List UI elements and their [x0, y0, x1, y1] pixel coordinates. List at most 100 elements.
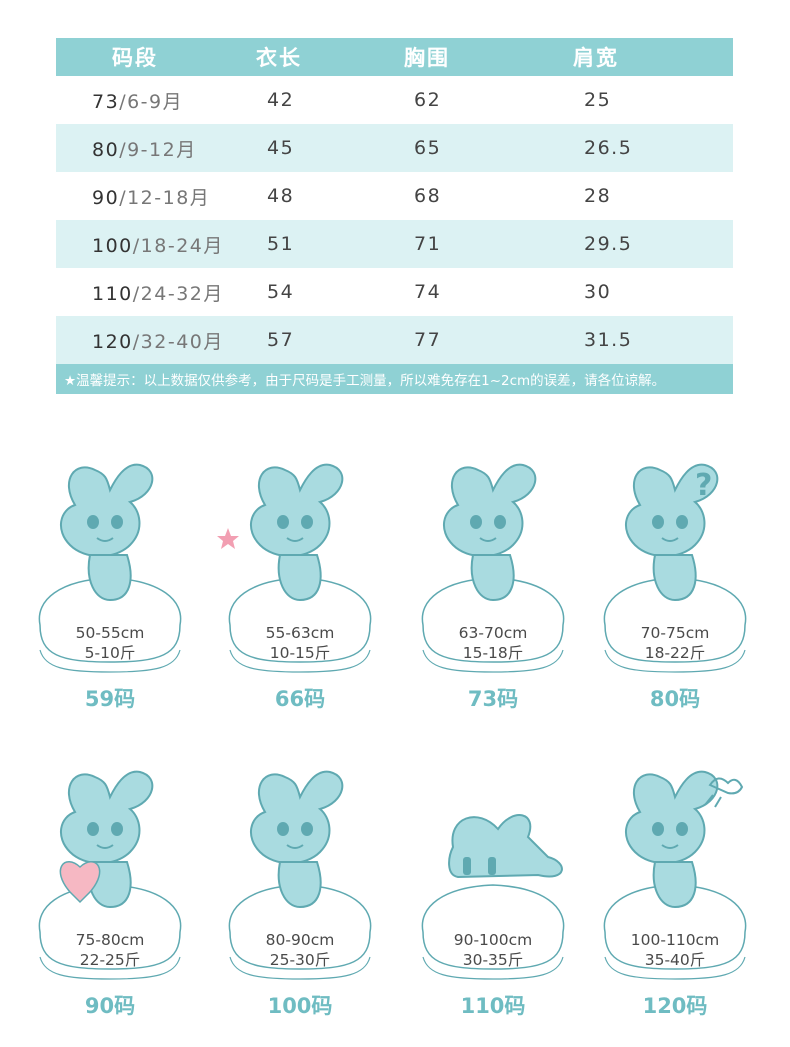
age-range: 24-32月: [140, 282, 224, 305]
bunny-illustration: [603, 770, 747, 980]
size-cell: 100/18-24月: [92, 231, 224, 258]
chest-cell: 68: [414, 185, 442, 207]
shoulder-cell: 29.5: [584, 233, 633, 255]
header-chest: 胸围: [404, 46, 450, 70]
size-label: 90码: [84, 994, 136, 1018]
bunny-illustration: [421, 463, 565, 673]
chest-cell: 65: [414, 137, 442, 159]
bunny-illustration: [603, 463, 747, 673]
size-label: 66码: [274, 687, 326, 711]
shoulder-cell: 26.5: [584, 137, 633, 159]
size-cell: 120/32-40月: [92, 327, 224, 354]
height-range: 75-80cm: [75, 931, 145, 949]
height-range: 80-90cm: [265, 931, 335, 949]
length-cell: 51: [267, 233, 295, 255]
weight-range: 35-40斤: [644, 951, 706, 969]
size-label: 59码: [84, 687, 136, 711]
heart-icon: [59, 861, 101, 904]
weight-range: 25-30斤: [269, 951, 331, 969]
size-cell: 73/6-9月: [92, 87, 183, 114]
size-cell: 80/9-12月: [92, 135, 197, 162]
height-range: 70-75cm: [640, 624, 710, 642]
measurement-tip: ★温馨提示：以上数据仅供参考，由于尺码是手工测量，所以难免存在1~2cm的误差，…: [56, 364, 733, 394]
shoulder-cell: 28: [584, 185, 612, 207]
bunny-illustration: [228, 770, 372, 980]
table-row: 100/18-24月 51 71 29.5: [56, 220, 733, 268]
size-label: 73码: [467, 687, 519, 711]
shoulder-cell: 31.5: [584, 329, 633, 351]
size-card: ? 70-75cm 18-22斤 80码: [585, 450, 765, 711]
size-separator: /: [132, 330, 141, 353]
chest-cell: 71: [414, 233, 442, 255]
size-separator: /: [119, 138, 128, 161]
weight-range: 5-10斤: [84, 644, 136, 662]
size-separator: /: [119, 186, 128, 209]
size-cell: 110/24-32月: [92, 279, 224, 306]
size-card: 80-90cm 25-30斤 100码: [210, 757, 390, 1018]
steam-icon: [704, 777, 744, 808]
size-value: 100: [92, 234, 133, 257]
header-length: 衣长: [256, 46, 302, 70]
size-value: 120: [92, 330, 133, 353]
length-cell: 54: [267, 281, 295, 303]
size-separator: /: [132, 234, 141, 257]
shoulder-cell: 25: [584, 89, 612, 111]
size-label: 120码: [642, 994, 708, 1018]
length-cell: 45: [267, 137, 295, 159]
size-label: 110码: [460, 994, 526, 1018]
age-range: 12-18月: [127, 186, 211, 209]
bunny-illustration: [217, 463, 372, 673]
table-row: 110/24-32月 54 74 30: [56, 268, 733, 316]
star-icon: [217, 528, 239, 549]
size-card: 63-70cm 15-18斤 73码: [403, 450, 583, 711]
size-cell: 90/12-18月: [92, 183, 210, 210]
size-label: 100码: [267, 994, 333, 1018]
weight-range: 18-22斤: [644, 644, 706, 662]
bunny-illustration: [38, 770, 182, 980]
size-card: 55-63cm 10-15斤 66码: [210, 450, 390, 711]
table-row: 80/9-12月 45 65 26.5: [56, 124, 733, 172]
height-range: 100-110cm: [630, 931, 720, 949]
length-cell: 57: [267, 329, 295, 351]
length-cell: 48: [267, 185, 295, 207]
size-value: 80: [92, 138, 120, 161]
table-row: 73/6-9月 42 62 25: [56, 76, 733, 124]
height-range: 55-63cm: [265, 624, 335, 642]
chest-cell: 77: [414, 329, 442, 351]
bunny-illustration: [38, 463, 182, 673]
weight-range: 15-18斤: [462, 644, 524, 662]
size-value: 73: [92, 90, 120, 113]
length-cell: 42: [267, 89, 295, 111]
age-range: 9-12月: [127, 138, 197, 161]
bunny-illustration: [421, 814, 565, 980]
height-range: 50-55cm: [75, 624, 145, 642]
height-range: 90-100cm: [453, 931, 533, 949]
size-card: 100-110cm 35-40斤 120码: [585, 757, 765, 1018]
size-separator: /: [119, 90, 128, 113]
table-row: 120/32-40月 57 77 31.5: [56, 316, 733, 364]
age-range: 32-40月: [140, 330, 224, 353]
header-shoulder: 肩宽: [573, 46, 619, 70]
size-table: 码段 衣长 胸围 肩宽 73/6-9月 42 62 25 80/9-12月 45 65 26.…: [56, 38, 733, 394]
header-size: 码段: [112, 46, 158, 70]
size-card: 75-80cm 22-25斤 90码: [20, 757, 200, 1018]
size-card: 50-55cm 5-10斤 59码: [20, 450, 200, 711]
table-header: 码段 衣长 胸围 肩宽: [56, 38, 733, 76]
age-range: 18-24月: [140, 234, 224, 257]
weight-range: 22-25斤: [79, 951, 141, 969]
chest-cell: 62: [414, 89, 442, 111]
weight-range: 10-15斤: [269, 644, 331, 662]
table-row: 90/12-18月 48 68 28: [56, 172, 733, 220]
chest-cell: 74: [414, 281, 442, 303]
question-mark-icon: ?: [695, 468, 713, 503]
shoulder-cell: 30: [584, 281, 612, 303]
size-separator: /: [132, 282, 141, 305]
size-label: 80码: [649, 687, 701, 711]
size-value: 90: [92, 186, 120, 209]
age-range: 6-9月: [127, 90, 184, 113]
size-card: 90-100cm 30-35斤 110码: [403, 757, 583, 1018]
weight-range: 30-35斤: [462, 951, 524, 969]
height-range: 63-70cm: [458, 624, 528, 642]
size-value: 110: [92, 282, 133, 305]
